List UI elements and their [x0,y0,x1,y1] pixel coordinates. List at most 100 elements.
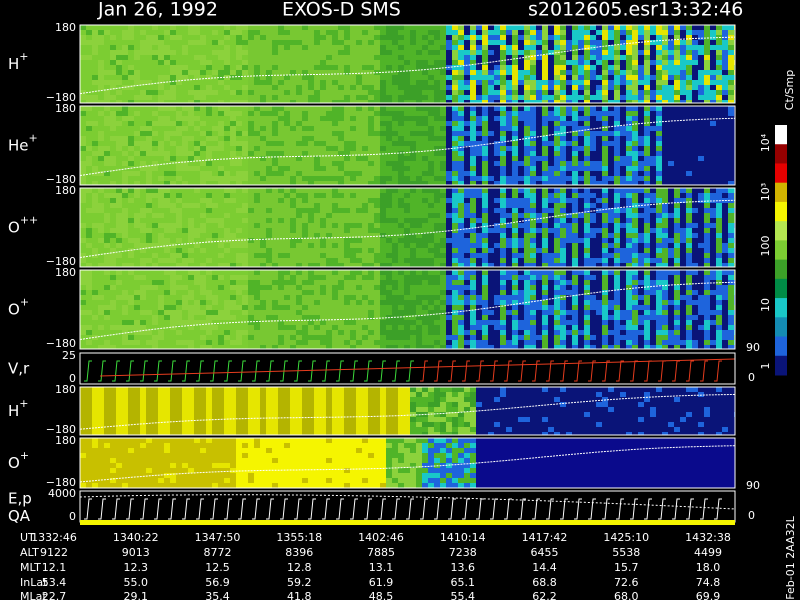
spectrogram-cell [626,146,632,151]
spectrogram-cell [578,131,584,136]
spectrogram-cell [80,228,86,233]
spectrogram-cell [314,188,320,193]
spectrogram-cell [314,253,320,258]
spectrogram-cell [104,55,110,60]
spectrogram-cell [620,50,626,55]
spectrogram-cell [200,228,206,233]
spectrogram-cell [110,203,116,208]
spectrogram-cell [110,151,116,156]
spectrogram-cell [434,243,440,248]
spectrogram-cell [260,161,266,166]
spectrogram-cell [524,126,530,131]
spectrogram-cell [146,30,152,35]
spectrogram-cell [500,141,506,146]
spectrogram-cell [350,258,356,263]
spectrogram-cell [488,258,494,263]
spectrogram-cell [344,238,350,243]
spectrogram-cell [398,218,404,223]
spectrogram-cell [542,203,548,208]
spectrogram-cell [584,25,590,30]
spectrogram-cell [308,111,314,116]
spectrogram-cell [338,40,344,45]
spectrogram-cell [380,141,386,146]
spectrogram-cell [692,141,698,146]
spectrogram-cell [530,60,536,65]
spectrogram-cell [500,136,506,141]
spectrogram-cell [110,208,116,213]
spectrogram-cell [206,176,212,181]
spectrogram-cell [368,121,374,126]
spectrogram-cell [158,193,164,198]
spectrogram-cell [206,248,212,253]
spectrogram-cell [284,121,290,126]
spectrogram-cell [164,111,170,116]
spectrogram-cell [98,171,104,176]
spectrogram-cell [356,116,362,121]
spectrogram-cell [302,228,308,233]
spectrogram-cell [188,65,194,70]
spectrogram-cell [674,85,680,90]
spectrogram-cell [608,90,614,95]
spectrogram-cell [578,243,584,248]
spectrogram-cell [296,218,302,223]
spectrogram-cell [488,126,494,131]
spectrogram-cell [368,131,374,136]
spectrogram-cell [524,60,530,65]
spectrogram-cell [194,213,200,218]
spectrogram-cell [314,35,320,40]
spectrogram-cell [242,80,248,85]
spectrogram-cell [182,131,188,136]
spectrogram-cell [254,111,260,116]
spectrogram-cell [278,40,284,45]
spectrogram-cell [80,213,86,218]
spectrogram-cell [404,30,410,35]
spectrogram-cell [602,156,608,161]
spectrogram-cell [86,85,92,90]
spectrogram-cell [332,193,338,198]
spectrogram-cell [296,223,302,228]
spectrogram-cell [470,111,476,116]
spectrogram-cell [278,203,284,208]
spectrogram-cell [434,35,440,40]
spectrogram-cell [452,121,458,126]
spectrogram-cell [104,198,110,203]
spectrogram-cell [344,258,350,263]
spectrogram-cell [446,151,452,156]
spectrogram-cell [416,100,422,103]
spectrogram-cell [140,30,146,35]
spectrogram-cell [566,223,572,228]
spectrogram-cell [200,166,206,171]
spectrogram-cell [176,188,182,193]
spectrogram-cell [284,95,290,100]
spectrogram-cell [458,156,464,161]
spectrogram-cell [404,40,410,45]
spectrogram-cell [170,176,176,181]
spectrogram-cell [566,238,572,243]
spectrogram-cell [590,223,596,228]
spectrogram-cell [254,243,260,248]
spectrogram-cell [206,25,212,30]
spectrogram-cell [590,90,596,95]
spectrogram-cell [596,208,602,213]
spectrogram-cell [566,188,572,193]
spectrogram-cell [626,171,632,176]
spectrogram-cell [692,90,698,95]
spectrogram-cell [236,258,242,263]
spectrogram-cell [116,203,122,208]
spectrogram-cell [266,193,272,198]
spectrogram-cell [92,45,98,50]
spectrogram-cell [476,45,482,50]
spectrogram-cell [368,193,374,198]
spectrogram-cell [362,80,368,85]
spectrogram-cell [92,141,98,146]
spectrogram-cell [92,65,98,70]
spectrogram-cell [296,55,302,60]
spectrogram-cell [290,90,296,95]
spectrogram-cell [116,176,122,181]
spectrogram-cell [230,60,236,65]
spectrogram-cell [662,90,668,95]
spectrogram-cell [212,70,218,75]
spectrogram-cell [206,238,212,243]
spectrogram-cell [536,95,542,100]
spectrogram-cell [440,253,446,258]
